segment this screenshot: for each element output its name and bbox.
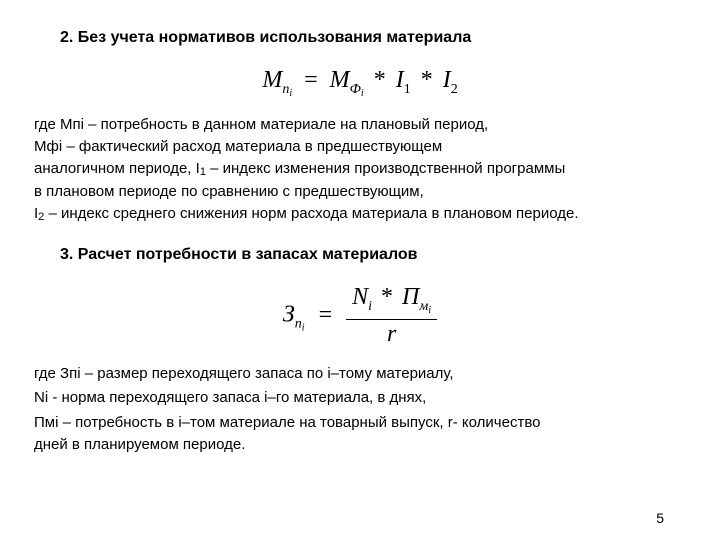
page: 2. Без учета нормативов использования ма… bbox=[0, 0, 720, 540]
section2-line3: аналогичном периоде, I1 – индекс изменен… bbox=[34, 159, 686, 180]
section2-line3b: – индекс изменения производственной прог… bbox=[206, 160, 565, 177]
section2-formula: Mпi = MФi * I1 * I2 bbox=[34, 67, 686, 99]
f1-mul2: * bbox=[421, 67, 433, 93]
section3-line1: где Зпi – размер переходящего запаса по … bbox=[34, 364, 686, 384]
f1-eq: = bbox=[304, 67, 318, 93]
f1-r1-base: M bbox=[330, 67, 350, 93]
f2-num-mul: * bbox=[381, 284, 393, 310]
f2-num-b-sub2: i bbox=[428, 305, 431, 316]
section2-line5: I2 – индекс среднего снижения норм расхо… bbox=[34, 204, 686, 225]
f1-r2-sub: 1 bbox=[404, 82, 411, 97]
f2-lhs-base: З bbox=[283, 302, 295, 328]
page-number: 5 bbox=[656, 510, 664, 526]
f1-mul1: * bbox=[374, 67, 386, 93]
f2-lhs-sub2: i bbox=[302, 323, 305, 334]
f1-r3-sub: 2 bbox=[451, 82, 458, 97]
f2-fraction: Ni * Пмi r bbox=[346, 284, 437, 348]
f2-num-a-sub: i bbox=[368, 299, 372, 314]
section3-line3: Пмi – потребность в i–том материале на т… bbox=[34, 413, 686, 433]
f2-numerator: Ni * Пмi bbox=[346, 284, 437, 320]
section2-line4: в плановом периоде по сравнению с предше… bbox=[34, 182, 686, 202]
f1-lhs-base: M bbox=[262, 67, 282, 93]
section3-line2: Ni - норма переходящего запаса i–го мате… bbox=[34, 388, 686, 408]
f2-num-a-base: N bbox=[352, 284, 368, 310]
f1-r2-base: I bbox=[396, 67, 404, 93]
f2-num-b-base: П bbox=[402, 284, 419, 310]
section2-line3a: аналогичном периоде, I bbox=[34, 160, 200, 177]
f1-r1-sub2: i bbox=[361, 88, 364, 99]
f2-num-b-sub1: м bbox=[419, 299, 428, 314]
section3-line4: дней в планируемом периоде. bbox=[34, 435, 686, 455]
f2-lhs-sub1: п bbox=[295, 317, 302, 332]
section3-formula: Зпi = Ni * Пмi r bbox=[34, 284, 686, 348]
f2-eq: = bbox=[319, 302, 333, 328]
section2-line1: где Мпi – потребность в данном материале… bbox=[34, 115, 686, 135]
section2-line2: Мфi – фактический расход материала в пре… bbox=[34, 137, 686, 157]
section2-line5b: – индекс среднего снижения норм расхода … bbox=[44, 205, 578, 222]
f1-r3-base: I bbox=[443, 67, 451, 93]
f2-denominator: r bbox=[346, 320, 437, 349]
section3-heading: 3. Расчет потребности в запасах материал… bbox=[60, 245, 686, 266]
section2-heading: 2. Без учета нормативов использования ма… bbox=[60, 28, 686, 49]
f1-r1-sub1: Ф bbox=[350, 82, 361, 97]
f1-lhs-sub2: i bbox=[289, 88, 292, 99]
